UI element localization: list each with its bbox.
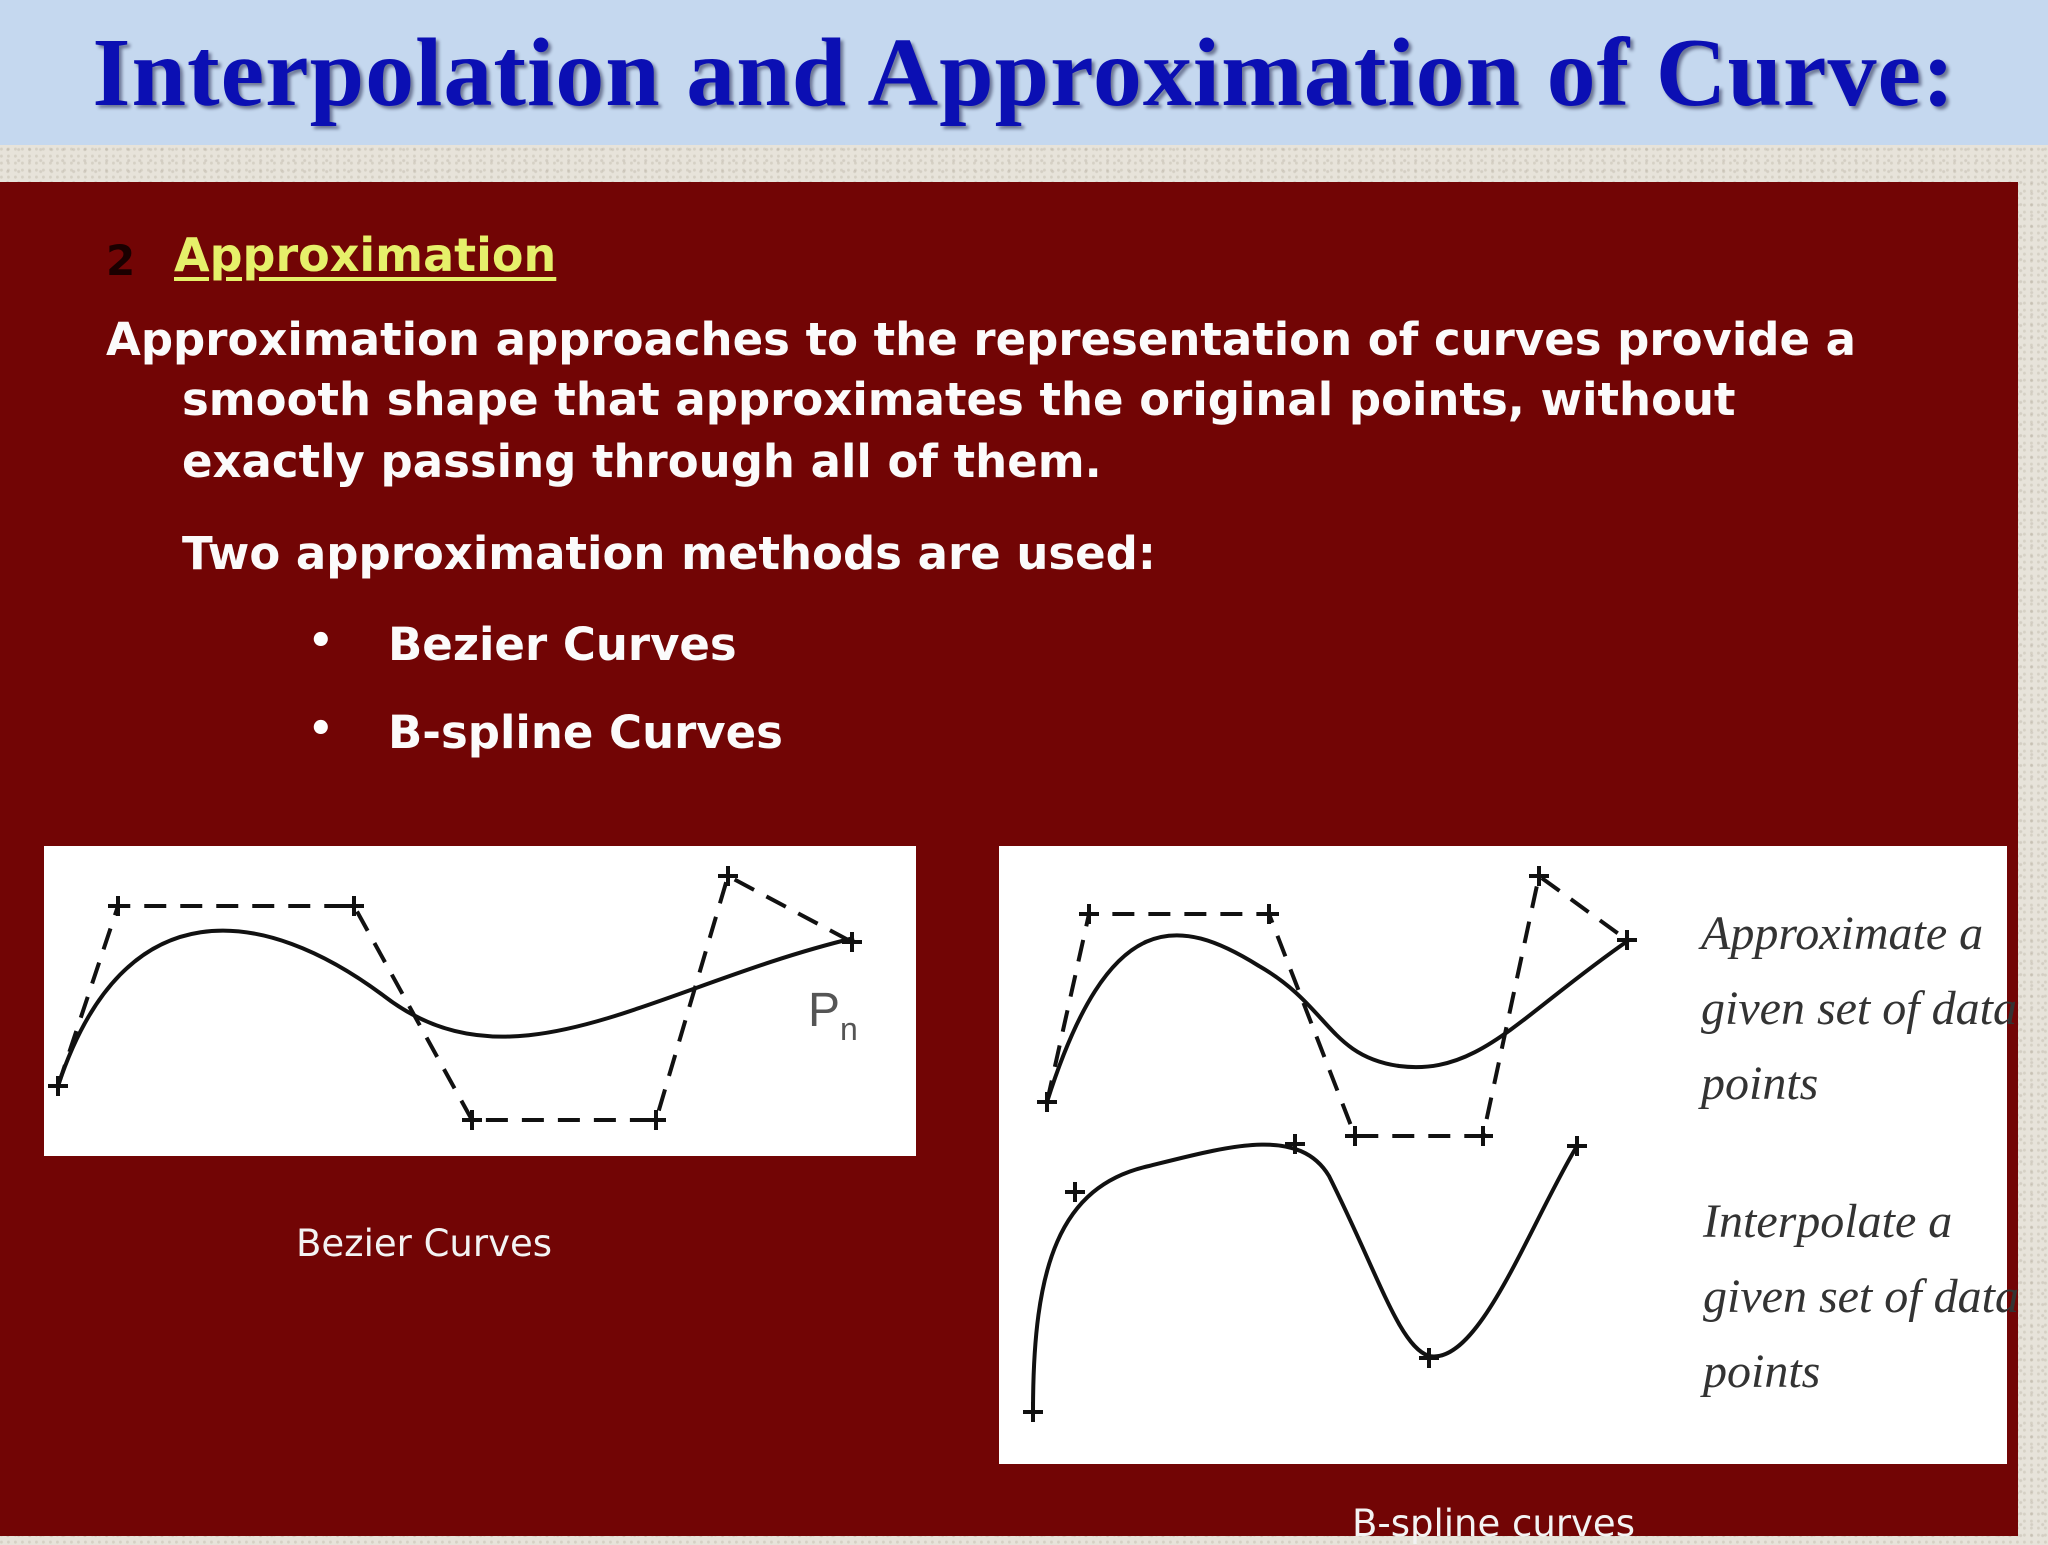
- interpolating-curve: [1031, 1142, 1579, 1413]
- section-heading: Approximation: [174, 228, 557, 282]
- bezier-curve: [56, 928, 855, 1087]
- bezier-diagram: Pn: [48, 866, 862, 1130]
- methods-intro: Two approximation methods are used:: [182, 527, 1156, 580]
- bullet-icon: •: [308, 706, 334, 752]
- approximating-curve: [1045, 933, 1631, 1103]
- bezier-figure: Pn: [44, 846, 916, 1156]
- content-panel: 2 Approximation Approximation approaches…: [0, 182, 2019, 1545]
- slide-title: Interpolation and Approximation of Curve…: [92, 19, 1956, 127]
- paragraph-line-1: Approximation approaches to the represen…: [106, 313, 1857, 366]
- interpolation-data-points: [1023, 1134, 1587, 1422]
- interpolate-note-line-3: points: [1703, 1345, 1821, 1398]
- bullet-icon: •: [308, 618, 334, 664]
- approximate-note-line-2: given set of data: [1701, 982, 2017, 1035]
- paragraph-line-3: exactly passing through all of them.: [182, 435, 1102, 488]
- bezier-control-polygon: [56, 873, 853, 1122]
- bspline-control-points: [1037, 866, 1637, 1146]
- paragraph-line-2: smooth shape that approximates the origi…: [182, 373, 1736, 426]
- approximate-note-line-1: Approximate a: [1701, 907, 1984, 960]
- approximate-note-line-3: points: [1701, 1057, 1819, 1110]
- interpolate-note: Interpolate a given set of data points: [1703, 1184, 2019, 1409]
- bezier-control-points: [48, 866, 862, 1130]
- interpolate-note-line-2: given set of data: [1703, 1270, 2019, 1323]
- interpolate-note-line-1: Interpolate a: [1703, 1195, 1953, 1248]
- bspline-diagram: [1023, 866, 1637, 1422]
- method-item-bspline: B-spline Curves: [388, 706, 783, 759]
- point-label-pn: Pn: [808, 984, 858, 1047]
- method-item-bezier: Bezier Curves: [388, 618, 737, 671]
- section-number: 2: [106, 236, 136, 285]
- approximate-note: Approximate a given set of data points: [1701, 896, 2017, 1121]
- bspline-figure: Approximate a given set of data points I…: [999, 846, 2019, 1464]
- bezier-caption: Bezier Curves: [296, 1222, 553, 1265]
- title-bar: Interpolation and Approximation of Curve…: [0, 0, 2048, 145]
- bspline-caption: B-spline curves: [1352, 1502, 1635, 1545]
